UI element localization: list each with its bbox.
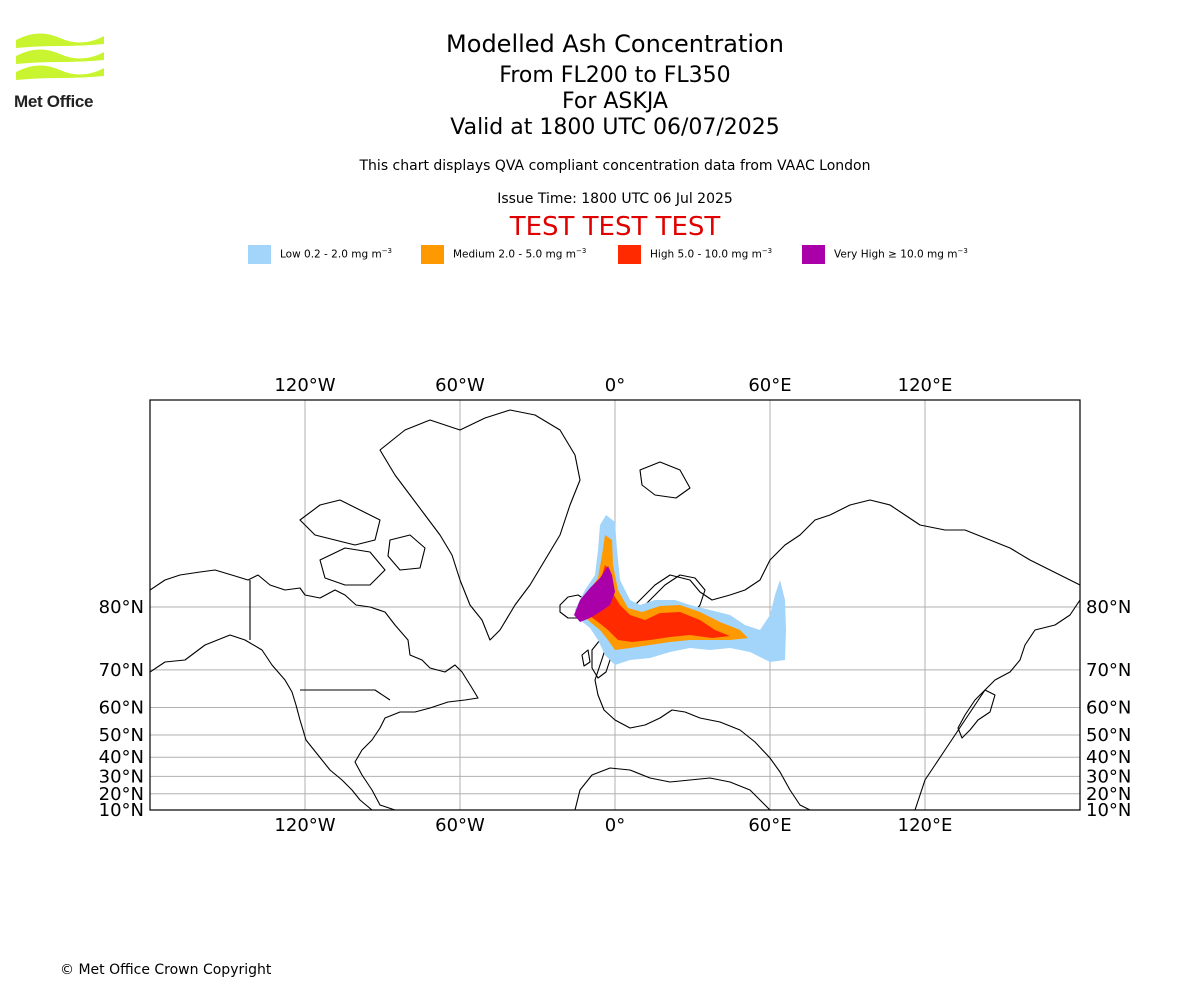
lon-label-bottom: 120°E	[898, 815, 953, 836]
issue-time: Issue Time: 1800 UTC 06 Jul 2025	[497, 191, 733, 207]
lon-label-bottom: 120°W	[274, 815, 335, 836]
ash-very-high-concentration	[574, 566, 615, 622]
north-america-coastline	[150, 569, 479, 810]
met-office-logo-text: Met Office	[14, 92, 94, 111]
japan-coastline	[957, 689, 996, 739]
lat-label-right: 40°N	[1086, 747, 1131, 768]
lon-label-bottom: 0°	[605, 815, 625, 836]
lat-label-left: 50°N	[99, 725, 144, 746]
legend-label-medium: Medium 2.0 - 5.0 mg m−3	[453, 247, 587, 261]
legend-item-high: High 5.0 - 10.0 mg m−3	[618, 243, 772, 265]
lat-label-left: 40°N	[99, 747, 144, 768]
volcano-name: For ASKJA	[562, 89, 668, 114]
legend-label-high: High 5.0 - 10.0 mg m−3	[650, 247, 773, 261]
chart-subtitle: This chart displays QVA compliant concen…	[359, 158, 871, 174]
lat-label-right: 60°N	[1086, 697, 1131, 718]
lon-label-top: 120°E	[898, 375, 953, 396]
met-office-logo-icon	[16, 33, 104, 80]
greenland-coastline	[379, 409, 581, 641]
lat-label-right: 20°N	[1086, 784, 1131, 805]
map-frame	[149, 399, 1081, 811]
lon-label-top: 60°E	[748, 375, 791, 396]
lon-label-top: 120°W	[274, 375, 335, 396]
lat-label-right: 10°N	[1086, 800, 1131, 821]
valid-time: Valid at 1800 UTC 06/07/2025	[450, 115, 780, 140]
lat-label-right: 70°N	[1086, 660, 1131, 681]
axis-labels: 120°W 120°W 60°W 60°W 0° 0° 60°E 60°E 120°E 120°E…	[99, 375, 1132, 836]
legend-item-very-high: Very High ≥ 10.0 mg m−3	[802, 243, 968, 265]
lon-label-top: 60°W	[435, 375, 485, 396]
eurasia-coastline	[594, 499, 1080, 810]
africa-coastline	[574, 767, 771, 810]
lon-label-bottom: 60°E	[748, 815, 791, 836]
ash-high-concentration	[582, 565, 730, 642]
svalbard-coastline	[639, 461, 691, 499]
legend-swatch-low	[248, 244, 271, 264]
ash-plume	[574, 515, 786, 665]
lat-label-left: 20°N	[99, 784, 144, 805]
lat-label-left: 70°N	[99, 660, 144, 681]
border-canada-usa	[249, 580, 391, 701]
lon-label-bottom: 60°W	[435, 815, 485, 836]
lat-label-left: 10°N	[99, 800, 144, 821]
chart-title: Modelled Ash Concentration	[446, 30, 784, 58]
legend-label-very-high: Very High ≥ 10.0 mg m−3	[834, 247, 968, 261]
concentration-legend: Low 0.2 - 2.0 mg m−3 Medium 2.0 - 5.0 mg…	[0, 243, 1200, 265]
lat-label-right: 80°N	[1086, 597, 1131, 618]
lat-label-right: 30°N	[1086, 766, 1131, 787]
lon-label-top: 0°	[605, 375, 625, 396]
coastlines	[150, 409, 1080, 810]
lat-label-right: 50°N	[1086, 725, 1131, 746]
lat-label-left: 60°N	[99, 697, 144, 718]
copyright-notice: © Met Office Crown Copyright	[60, 962, 272, 978]
legend-label-low: Low 0.2 - 2.0 mg m−3	[280, 247, 393, 261]
lat-label-left: 80°N	[99, 597, 144, 618]
test-banner: TEST TEST TEST	[509, 212, 721, 242]
flight-level-range: From FL200 to FL350	[499, 63, 731, 88]
legend-swatch-high	[618, 244, 641, 264]
legend-item-low: Low 0.2 - 2.0 mg m−3	[248, 243, 392, 265]
lat-label-left: 30°N	[99, 766, 144, 787]
legend-swatch-medium	[421, 244, 444, 264]
arctic-islands	[299, 499, 426, 586]
legend-item-medium: Medium 2.0 - 5.0 mg m−3	[421, 243, 586, 265]
legend-swatch-very-high	[802, 244, 825, 264]
